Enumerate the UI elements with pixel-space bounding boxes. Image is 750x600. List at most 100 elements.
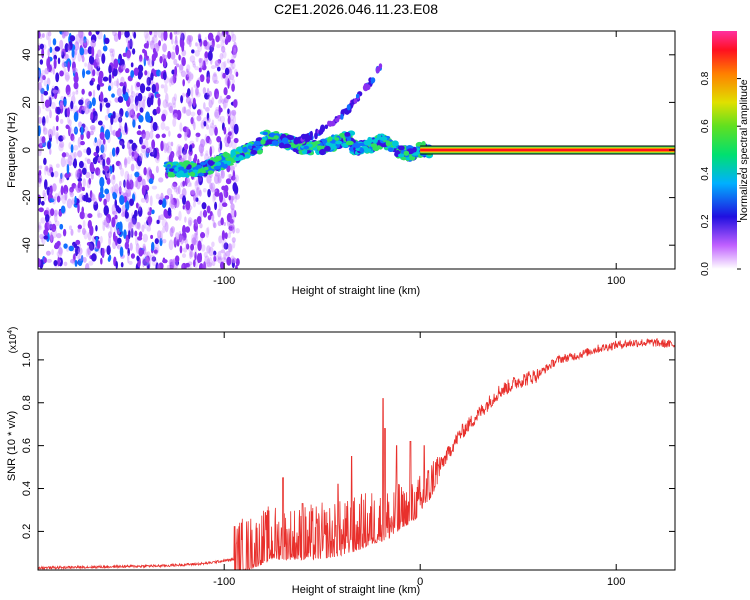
spectrogram-cell bbox=[207, 170, 214, 174]
spectrogram-cell bbox=[95, 145, 100, 154]
spectrogram-cell bbox=[151, 209, 155, 215]
spectrogram-cell bbox=[64, 72, 70, 82]
spectrogram-cell bbox=[118, 141, 124, 146]
spectrogram-cell bbox=[232, 175, 237, 183]
spectrogram-cell bbox=[228, 74, 235, 81]
spectrogram-cell bbox=[79, 185, 83, 192]
spectrogram-cell bbox=[40, 236, 44, 243]
spectrogram-cell bbox=[221, 45, 226, 53]
spectrogram-cell bbox=[45, 114, 49, 124]
spectrogram-cell bbox=[59, 172, 65, 184]
spectrogram-cell bbox=[151, 83, 156, 94]
spectrogram-cell bbox=[197, 108, 203, 116]
spectrogram-cell bbox=[198, 143, 205, 154]
spectrogram-cell bbox=[72, 91, 76, 96]
spectrogram-cell bbox=[191, 234, 195, 244]
spectrogram-cell bbox=[173, 113, 178, 119]
spectrogram-cell bbox=[64, 74, 70, 81]
spectrogram-cell bbox=[227, 173, 232, 179]
spectrogram-cell bbox=[212, 219, 216, 228]
spectrogram-cell bbox=[168, 130, 171, 137]
spectrogram-cell bbox=[182, 195, 187, 205]
spectrogram-cell bbox=[56, 251, 60, 257]
spectrogram-cell bbox=[200, 147, 203, 157]
spectrogram-cell bbox=[178, 230, 182, 238]
spectrogram-cell bbox=[59, 39, 64, 50]
spectrogram-cell bbox=[174, 236, 178, 241]
spectrogram-cell bbox=[224, 75, 229, 86]
spectrogram-cell bbox=[227, 78, 230, 89]
spectrogram-cell bbox=[231, 61, 236, 70]
spectrogram-cell bbox=[197, 174, 204, 186]
spectrogram-cell bbox=[122, 85, 126, 95]
spectrogram-cell bbox=[117, 113, 123, 121]
spectrogram-cell bbox=[40, 200, 45, 206]
spectrogram-cell bbox=[151, 147, 155, 156]
spectrogram-cell bbox=[230, 175, 236, 181]
spectrogram-cell bbox=[231, 78, 235, 84]
spectrogram-cell bbox=[218, 201, 224, 211]
spectrogram-cell bbox=[170, 193, 174, 205]
spectrogram-cell bbox=[120, 262, 124, 268]
spectrogram-cell bbox=[335, 140, 343, 145]
spectrogram-cell bbox=[40, 69, 46, 81]
spectrogram-cell bbox=[375, 66, 379, 74]
spectrogram-cell bbox=[387, 147, 394, 152]
spectrogram-cell bbox=[97, 156, 101, 162]
spectrogram-cell bbox=[72, 135, 76, 143]
spectrogram-cell bbox=[143, 31, 149, 39]
spectrogram-cell bbox=[160, 32, 164, 42]
spectrogram-cell bbox=[180, 31, 186, 40]
spectrogram-cell bbox=[151, 256, 157, 262]
spectrogram-cell bbox=[229, 216, 234, 224]
spectrogram-cell bbox=[190, 111, 196, 117]
spectrogram-cell bbox=[119, 118, 122, 129]
spectrogram-cell bbox=[146, 76, 152, 86]
spectrogram-cell bbox=[38, 257, 41, 268]
spectrogram-cell bbox=[211, 97, 215, 105]
spectrogram-cell bbox=[210, 42, 215, 52]
spectrogram-cell bbox=[218, 107, 223, 113]
spectrogram-cell bbox=[353, 98, 358, 104]
spectrogram-cell bbox=[193, 259, 196, 268]
spectrogram-cell bbox=[135, 101, 141, 107]
spectrogram-cell bbox=[180, 70, 187, 78]
spectrogram-cell bbox=[74, 41, 80, 51]
spectrogram-cell bbox=[84, 157, 88, 162]
spectrogram-cell bbox=[155, 193, 160, 200]
spectrogram-cell bbox=[188, 219, 192, 227]
spectrogram-cell bbox=[366, 148, 372, 152]
spectrogram-cell bbox=[139, 83, 146, 94]
spectrogram-cell bbox=[95, 225, 98, 232]
spectrogram-cell bbox=[213, 250, 217, 256]
spectrogram-cell bbox=[161, 218, 167, 228]
spectrogram-cell bbox=[230, 207, 235, 218]
spectrogram-cell bbox=[117, 207, 122, 214]
spectrogram-cell bbox=[224, 232, 228, 240]
spectrogram-cell bbox=[69, 35, 76, 42]
spectrogram-cell bbox=[113, 58, 119, 70]
spectrogram-cell bbox=[147, 146, 153, 153]
spectrogram-cell bbox=[170, 141, 174, 147]
spectrogram-cell bbox=[80, 132, 84, 141]
spectrogram-cell bbox=[108, 235, 112, 247]
spectrogram-cell bbox=[107, 85, 112, 92]
spectrogram-cell bbox=[214, 191, 220, 197]
spectrogram-cell bbox=[219, 115, 226, 124]
spectrogram-cell bbox=[228, 227, 233, 234]
spectrogram-cell bbox=[353, 142, 361, 149]
spectrogram-cell bbox=[61, 135, 66, 141]
spectrogram-cell bbox=[45, 250, 51, 256]
spectrogram-cell bbox=[156, 155, 160, 161]
spectrogram-cell bbox=[49, 198, 55, 203]
spectrogram-cell bbox=[155, 165, 159, 174]
spectrogram-cell bbox=[346, 104, 351, 111]
spectrogram-cell bbox=[144, 130, 151, 141]
spectrogram-cell bbox=[63, 261, 68, 267]
spectrogram-cell bbox=[161, 113, 167, 122]
spectrogram-cell bbox=[151, 53, 157, 62]
spectrogram-cell bbox=[196, 115, 202, 122]
spectrogram-cell bbox=[222, 50, 227, 59]
spectrogram-cell bbox=[65, 84, 71, 96]
spectrogram-cell bbox=[189, 171, 196, 177]
